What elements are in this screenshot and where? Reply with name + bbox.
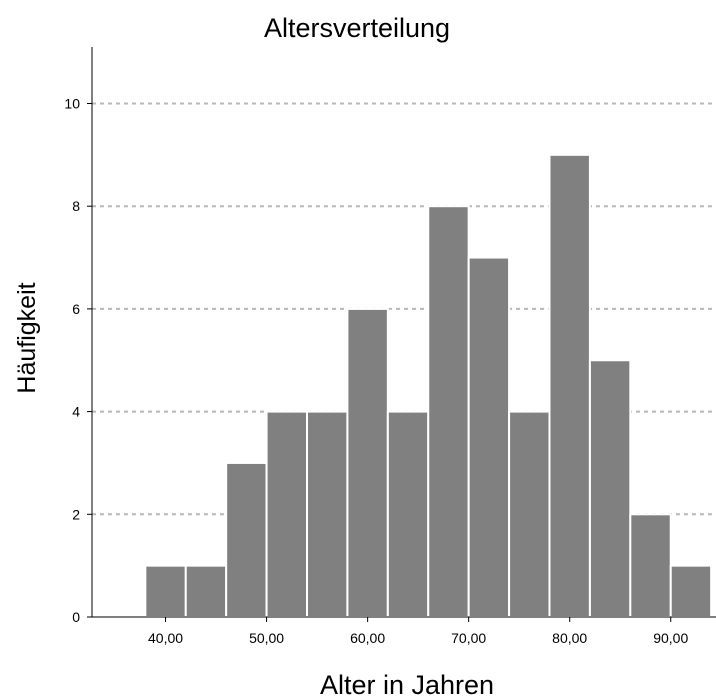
y-tick-labels: 0 2 4 6 8 10 [64,95,80,625]
bar-7 [427,205,470,619]
axes [87,47,716,622]
x-tick-label-4: 80,00 [552,630,587,646]
y-tick-label-2: 2 [72,506,80,522]
bar-10 [548,153,591,619]
x-tick-label-0: 40,00 [148,630,183,646]
y-tick-label-4: 4 [72,404,80,420]
bar-1 [184,564,228,618]
y-tick-label-8: 8 [72,198,80,214]
y-tick-label-10: 10 [64,95,80,111]
x-tick-label-5: 90,00 [653,630,688,646]
y-tick-label-0: 0 [72,609,80,625]
bar-11 [588,359,632,618]
histogram-bars [144,153,713,619]
x-tick-label-2: 60,00 [350,630,385,646]
bar-0 [144,564,187,618]
bar-6 [386,410,430,619]
bar-5 [346,307,389,618]
bar-3 [265,410,309,619]
bar-8 [467,256,511,618]
bar-12 [629,513,672,619]
y-tick-label-6: 6 [72,301,80,317]
x-tick-label-1: 50,00 [249,630,284,646]
bar-4 [306,410,349,619]
chart-title: Altersverteilung [264,13,450,43]
bar-13 [669,564,713,618]
bar-2 [225,461,268,618]
bar-9 [508,410,551,619]
y-axis-label: Häufigkeit [13,282,41,393]
x-axis-label: Alter in Jahren [320,670,494,700]
x-tick-label-3: 70,00 [451,630,486,646]
x-tick-labels: 40,00 50,00 60,00 70,00 80,00 90,00 [148,630,688,646]
